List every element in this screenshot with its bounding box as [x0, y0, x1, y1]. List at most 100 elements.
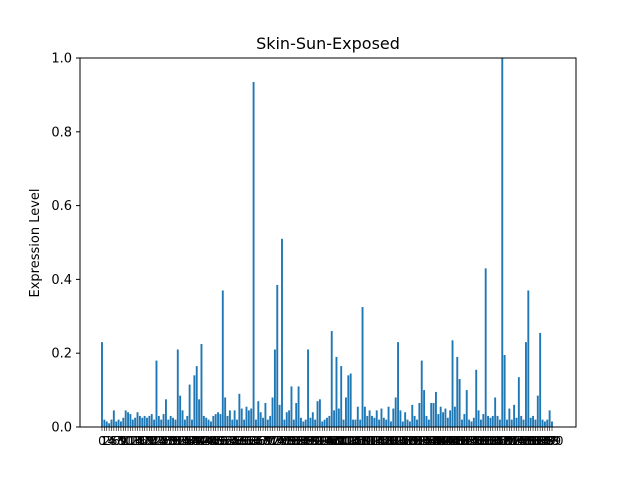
x-tick-label: 67: [253, 434, 268, 448]
bar: [179, 395, 182, 427]
x-tick-label: 129: [396, 434, 419, 448]
bar: [406, 419, 409, 427]
x-tick-label: 108: [346, 434, 369, 448]
x-tick-label: 99: [329, 434, 344, 448]
bar: [236, 419, 238, 427]
bar: [200, 343, 203, 427]
x-tick-label: 59: [234, 434, 249, 448]
x-tick-label: 103: [334, 434, 357, 448]
bar: [529, 417, 532, 427]
bar: [385, 419, 388, 427]
bar: [278, 404, 281, 427]
bar: [439, 406, 442, 427]
x-tick-label: 81: [286, 434, 301, 448]
bar: [463, 414, 466, 427]
bar: [390, 421, 392, 427]
bar: [548, 410, 551, 427]
x-tick-label: 47: [206, 434, 221, 448]
bar: [186, 415, 189, 427]
bar: [150, 414, 153, 427]
x-tick-label: 64: [246, 434, 261, 448]
y-tick-label: 0.2: [51, 347, 72, 362]
bar: [359, 419, 362, 427]
bar: [451, 340, 454, 427]
x-tick-label: 182: [522, 434, 545, 448]
x-tick-label: 132: [403, 434, 426, 448]
x-tick-label: 63: [244, 434, 259, 448]
bar: [399, 410, 402, 427]
bar: [271, 397, 274, 427]
x-tick-label: 75: [272, 434, 287, 448]
x-tick-label: 120: [375, 434, 398, 448]
bar: [330, 331, 333, 427]
x-tick-label: 26: [156, 434, 171, 448]
bar: [191, 419, 193, 427]
x-tick-label: 10: [118, 434, 133, 448]
bar: [266, 419, 269, 427]
x-tick-label: 137: [415, 434, 438, 448]
x-tick-label: 114: [361, 434, 384, 448]
bar: [465, 390, 468, 427]
x-tick-label: 34: [175, 434, 190, 448]
bar: [546, 419, 549, 427]
x-tick-label: 30: [165, 434, 180, 448]
bar: [418, 403, 421, 427]
x-tick-label: 190: [541, 434, 564, 448]
x-tick-label: 184: [526, 434, 549, 448]
x-tick-label: 98: [326, 434, 341, 448]
x-tick-label: 7: [115, 434, 123, 448]
bar: [449, 410, 452, 427]
x-tick-label: 174: [503, 434, 526, 448]
bar: [127, 412, 129, 427]
bar: [525, 342, 527, 427]
x-tick-label: 161: [472, 434, 495, 448]
bar: [425, 415, 428, 427]
x-tick-label: 110: [351, 434, 374, 448]
bar: [413, 415, 416, 427]
x-tick-label: 186: [531, 434, 554, 448]
bar: [354, 419, 357, 427]
bar: [491, 415, 494, 427]
bar: [103, 419, 106, 427]
bar: [321, 421, 324, 427]
x-tick-label: 56: [227, 434, 242, 448]
x-tick-label: 29: [163, 434, 178, 448]
bar: [169, 415, 172, 427]
bar: [292, 419, 295, 427]
bar: [498, 419, 501, 427]
x-tick-label: 126: [389, 434, 412, 448]
bar: [496, 415, 499, 427]
x-tick-label: 140: [422, 434, 445, 448]
x-tick-label: 45: [201, 434, 216, 448]
bar: [285, 412, 288, 427]
x-tick-label: 111: [353, 434, 376, 448]
bar: [136, 412, 139, 427]
x-tick-label: 79: [281, 434, 296, 448]
x-tick-label: 102: [332, 434, 355, 448]
bar: [501, 58, 504, 427]
bar: [221, 290, 224, 427]
bar: [283, 419, 286, 427]
bar: [349, 373, 352, 427]
bar: [543, 421, 546, 427]
bar: [264, 403, 267, 427]
bar: [202, 415, 205, 427]
x-tick-label: 60: [236, 434, 251, 448]
x-tick-label: 151: [448, 434, 471, 448]
bar: [307, 349, 309, 427]
bar: [309, 417, 312, 427]
x-tick-label: 6: [112, 434, 120, 448]
bar: [134, 417, 137, 427]
bar: [435, 391, 437, 427]
x-tick-label: 118: [370, 434, 393, 448]
x-tick-label: 160: [469, 434, 492, 448]
bar: [489, 417, 492, 427]
bar: [314, 419, 317, 427]
bar: [290, 386, 293, 427]
x-tick-label: 125: [387, 434, 410, 448]
bar: [437, 414, 440, 427]
x-tick-label: 147: [439, 434, 462, 448]
bar: [373, 417, 376, 427]
x-tick-label: 141: [424, 434, 447, 448]
x-tick-label: 62: [241, 434, 256, 448]
